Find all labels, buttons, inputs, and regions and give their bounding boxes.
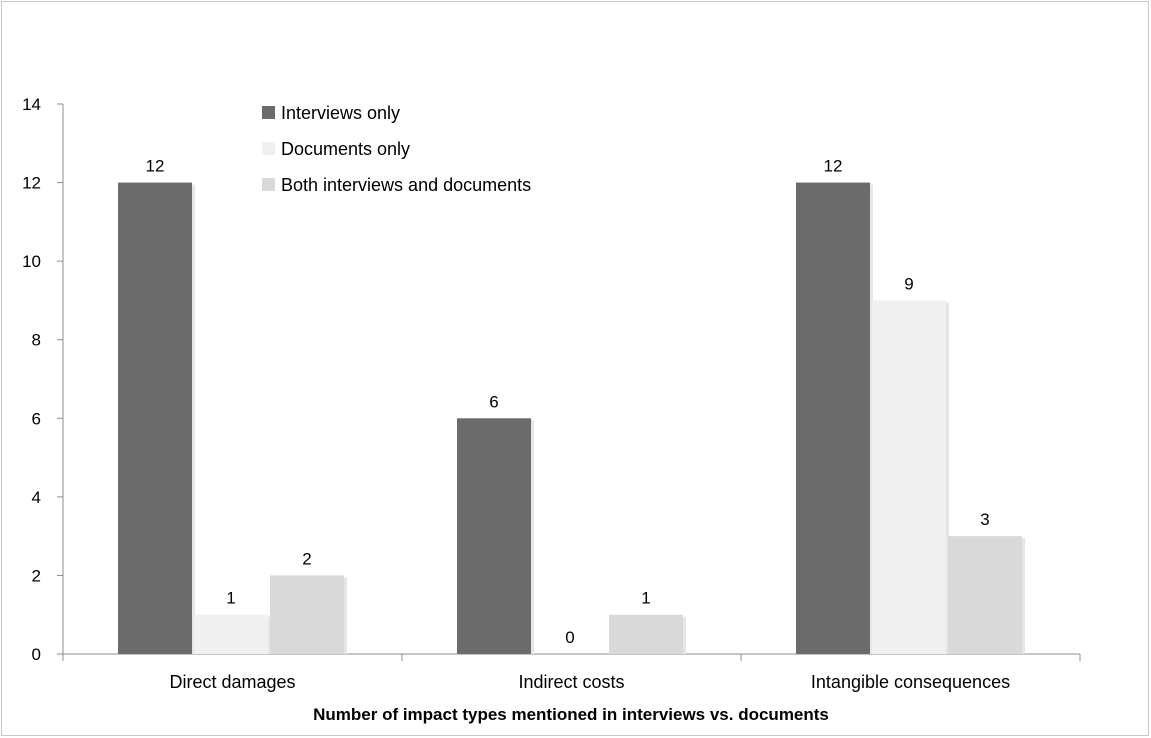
data-label: 3 xyxy=(980,510,989,529)
data-label: 1 xyxy=(641,589,650,608)
data-label: 9 xyxy=(904,274,913,293)
legend-label: Interviews only xyxy=(281,103,400,123)
x-category-label: Direct damages xyxy=(169,672,295,692)
bars xyxy=(118,182,1025,655)
bar xyxy=(872,300,946,654)
y-tick-label: 8 xyxy=(32,331,41,350)
bar xyxy=(457,418,531,654)
y-tick-label: 12 xyxy=(22,174,41,193)
bar xyxy=(194,614,268,654)
bar xyxy=(948,536,1022,654)
x-ticks xyxy=(62,654,1081,661)
bar xyxy=(270,575,344,654)
bar xyxy=(796,182,870,655)
legend-swatch xyxy=(262,106,275,119)
y-ticks: 0 2 4 6 8 10 12 14 xyxy=(22,95,63,664)
data-label: 0 xyxy=(565,628,574,647)
x-axis-title: Number of impact types mentioned in inte… xyxy=(313,705,829,724)
y-tick-label: 10 xyxy=(22,252,41,271)
legend-label: Documents only xyxy=(281,139,410,159)
data-label: 12 xyxy=(824,157,843,176)
bar xyxy=(118,182,192,655)
y-tick-label: 6 xyxy=(32,409,41,428)
data-label: 2 xyxy=(302,549,311,568)
legend-swatch xyxy=(262,142,275,155)
y-tick-label: 14 xyxy=(22,95,41,114)
y-tick-label: 2 xyxy=(32,566,41,585)
legend-swatch xyxy=(262,178,275,191)
legend: Interviews only Documents only Both interv… xyxy=(262,103,531,195)
x-category-label: Indirect costs xyxy=(518,672,624,692)
y-tick-label: 4 xyxy=(32,488,41,507)
category-labels: Direct damages Indirect costs Intangible c… xyxy=(169,672,1010,692)
data-label: 6 xyxy=(489,392,498,411)
data-label: 12 xyxy=(146,157,165,176)
bar xyxy=(609,614,683,654)
x-category-label: Intangible consequences xyxy=(811,672,1010,692)
data-label: 1 xyxy=(226,589,235,608)
legend-label: Both interviews and documents xyxy=(281,175,531,195)
y-tick-label: 0 xyxy=(32,645,41,664)
